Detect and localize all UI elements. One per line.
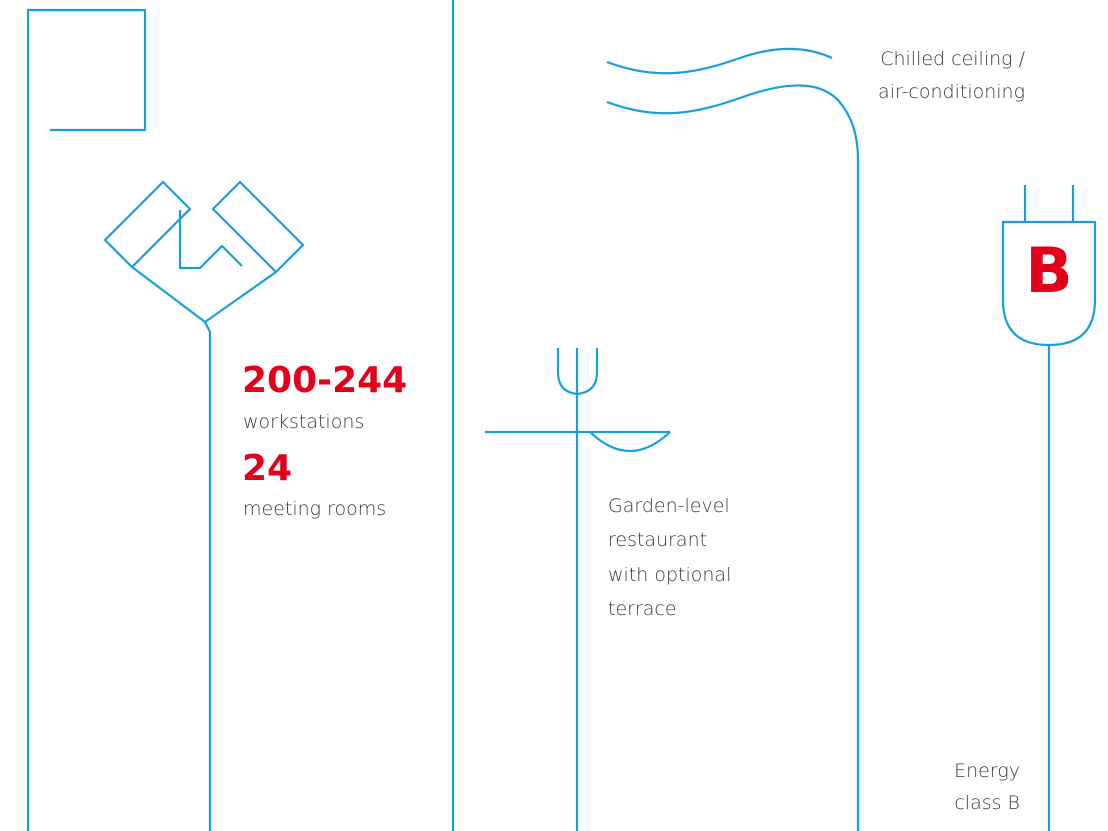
restaurant-text: terrace	[608, 598, 677, 620]
meeting-rooms-count: 24	[242, 448, 292, 489]
cooling-icon	[606, 47, 860, 831]
workspace-line	[204, 321, 212, 831]
restaurant-text: Garden-level	[608, 495, 730, 517]
handshake-icon	[103, 180, 305, 324]
cooling-text: air-conditioning	[878, 81, 1025, 103]
restaurant-icon	[485, 348, 671, 831]
energy-text: Energy	[954, 760, 1020, 782]
meeting-rooms-label: meeting rooms	[243, 498, 386, 520]
workstations-label: workstations	[243, 411, 364, 433]
energy-badge: B	[1025, 234, 1072, 307]
workstations-count: 200-244	[242, 360, 407, 401]
plug-icon	[1001, 185, 1097, 831]
restaurant-text: restaurant	[608, 529, 707, 551]
restaurant-text: with optional	[608, 564, 731, 586]
cooling-text: Chilled ceiling /	[880, 48, 1025, 70]
left-frame-line	[26, 8, 147, 831]
energy-text: class B	[954, 792, 1020, 814]
